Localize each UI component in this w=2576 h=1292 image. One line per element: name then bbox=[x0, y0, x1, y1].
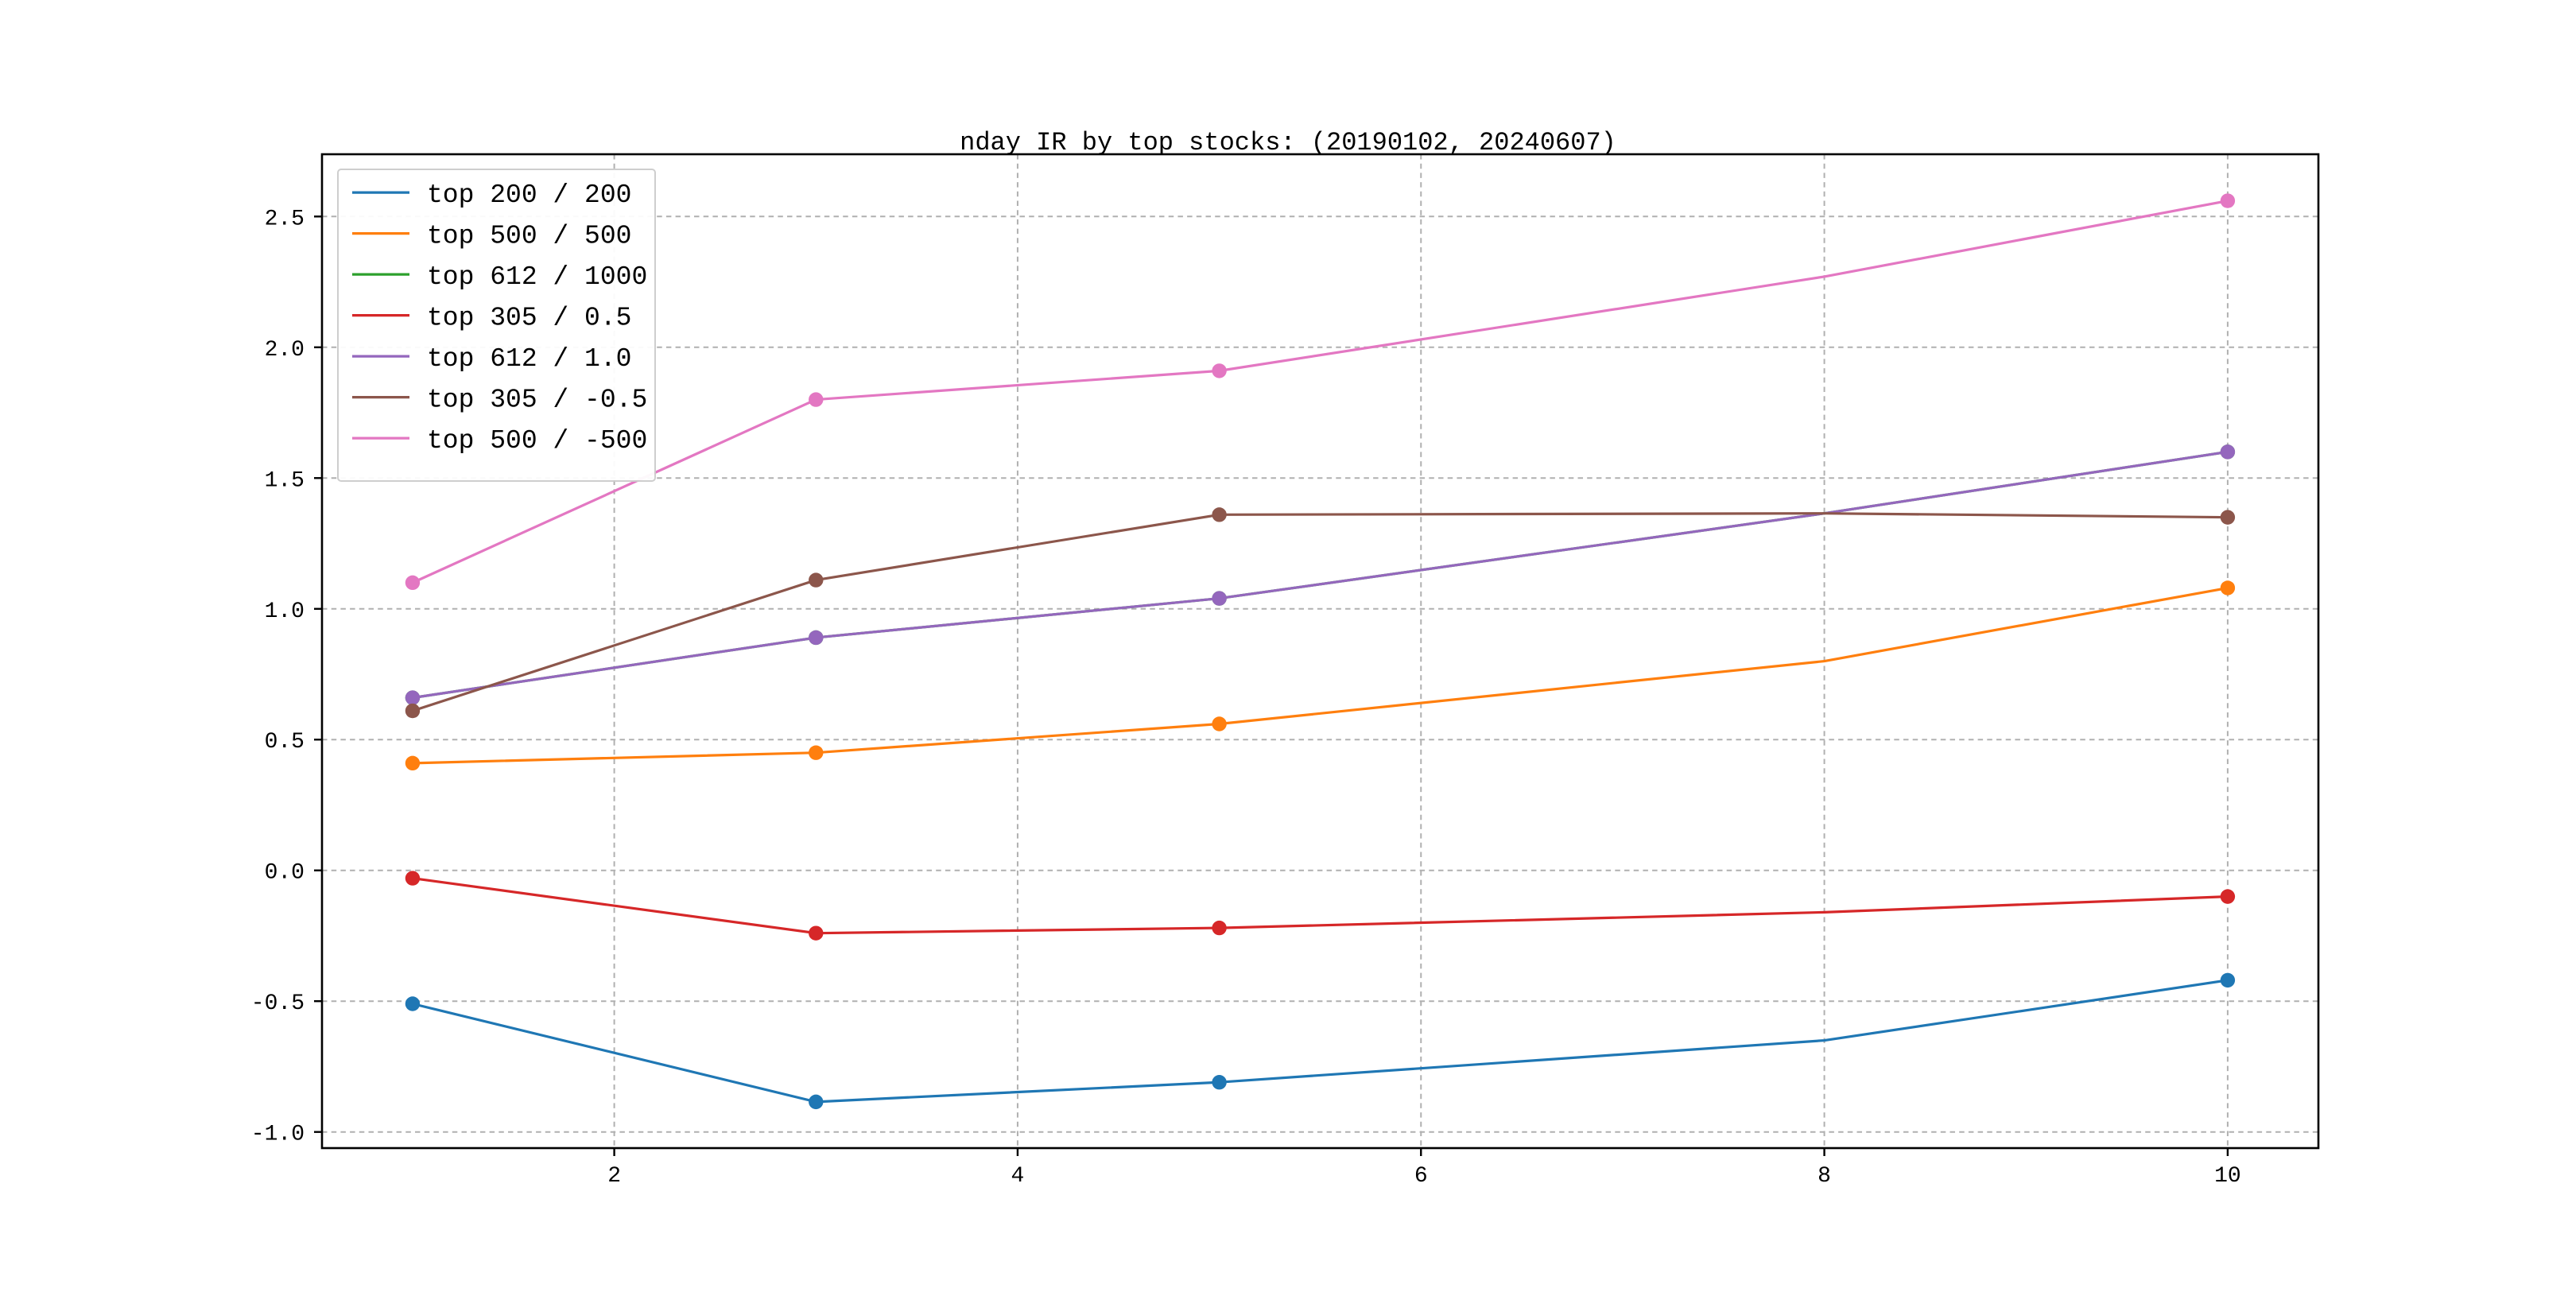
svg-text:10: 10 bbox=[2214, 1164, 2241, 1189]
svg-text:2: 2 bbox=[607, 1164, 621, 1189]
svg-text:top 500 / 500: top 500 / 500 bbox=[427, 222, 631, 251]
svg-text:-0.5: -0.5 bbox=[251, 991, 305, 1016]
svg-text:8: 8 bbox=[1818, 1164, 1831, 1189]
svg-text:nday IR by top stocks: (201901: nday IR by top stocks: (20190102, 202406… bbox=[960, 128, 1616, 157]
svg-text:2.0: 2.0 bbox=[265, 338, 305, 363]
svg-text:top 305 / -0.5: top 305 / -0.5 bbox=[427, 386, 647, 415]
svg-text:2.5: 2.5 bbox=[265, 207, 305, 231]
svg-text:4: 4 bbox=[1011, 1164, 1025, 1189]
svg-text:top 612 / 1.0: top 612 / 1.0 bbox=[427, 344, 631, 374]
svg-text:top 305 / 0.5: top 305 / 0.5 bbox=[427, 304, 631, 333]
svg-text:1.0: 1.0 bbox=[265, 599, 305, 624]
svg-text:top 500 / -500: top 500 / -500 bbox=[427, 426, 647, 456]
svg-text:6: 6 bbox=[1414, 1164, 1428, 1189]
svg-text:0.0: 0.0 bbox=[265, 861, 305, 886]
svg-text:top 612 / 1000: top 612 / 1000 bbox=[427, 262, 647, 292]
svg-text:top 200 / 200: top 200 / 200 bbox=[427, 180, 631, 210]
svg-text:0.5: 0.5 bbox=[265, 730, 305, 755]
svg-text:-1.0: -1.0 bbox=[251, 1123, 305, 1147]
svg-text:1.5: 1.5 bbox=[265, 468, 305, 493]
